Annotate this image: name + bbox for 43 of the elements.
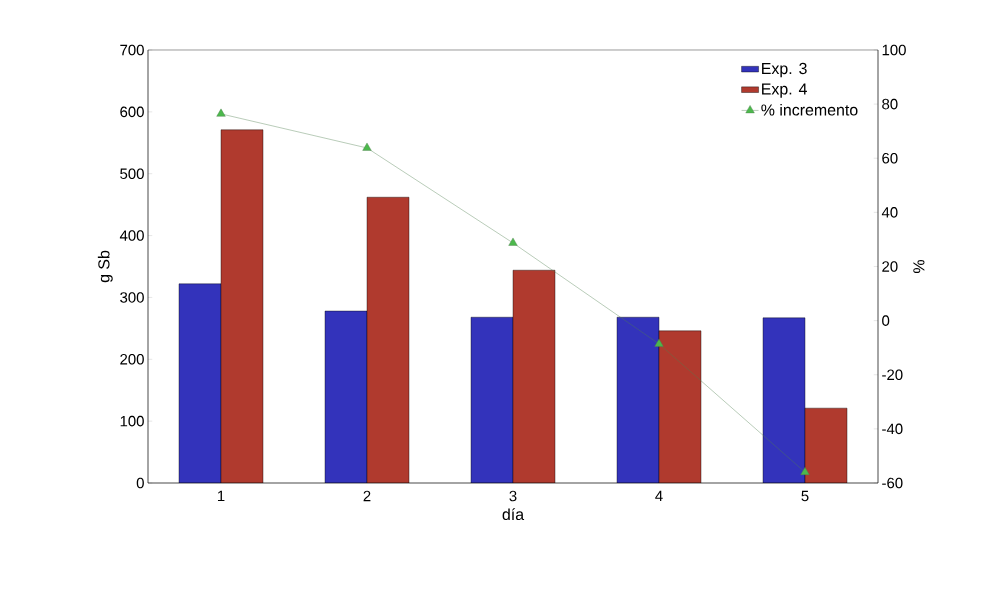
y2-tick-label: 20 (882, 261, 898, 272)
y-tick-label: 0 (136, 477, 144, 489)
x-tick-label: 2 (363, 490, 371, 502)
legend-label: Exp. 4 (762, 83, 807, 98)
x-tick-label: 5 (801, 490, 809, 502)
bar (179, 283, 221, 483)
point (654, 338, 664, 347)
bar (659, 330, 702, 483)
point (362, 142, 372, 151)
y-axis-title: g Sb (97, 250, 113, 283)
legend-label: Exp. 3 (762, 62, 807, 78)
point (216, 108, 226, 117)
x-axis-title: día (502, 508, 525, 521)
y2-tick-label: 80 (882, 98, 898, 110)
y2-axis-title: % (913, 259, 925, 274)
y-tick-label: 200 (120, 353, 144, 365)
y2-tick-label: -40 (882, 423, 903, 435)
y-tick-label: 300 (120, 292, 144, 303)
bar (471, 317, 513, 483)
y2-tick-label: 40 (881, 207, 898, 218)
bar (617, 317, 659, 483)
y-tick-label: 500 (120, 168, 144, 179)
x-tick-label: 1 (217, 490, 225, 502)
y2-tick-label: 100 (882, 44, 906, 56)
y2-tick-label: 0 (882, 315, 890, 326)
bar (325, 311, 367, 483)
y2-tick-label: -60 (882, 477, 903, 489)
point (508, 237, 518, 246)
x-tick-label: 3 (509, 490, 517, 502)
bar (367, 197, 409, 483)
y-tick-label: 600 (120, 106, 144, 118)
bar (221, 129, 263, 483)
point (800, 466, 810, 475)
bar (762, 317, 806, 483)
legend-label: % incremento (761, 103, 858, 116)
bar (513, 270, 555, 483)
y-tick-label: 400 (119, 230, 144, 241)
y-tick-label: 100 (120, 415, 144, 427)
x-tick-label: 4 (655, 490, 663, 502)
y2-tick-label: -20 (882, 369, 903, 381)
bar (804, 407, 848, 483)
y2-tick-label: 60 (882, 152, 898, 164)
y-tick-label: 700 (120, 44, 144, 56)
